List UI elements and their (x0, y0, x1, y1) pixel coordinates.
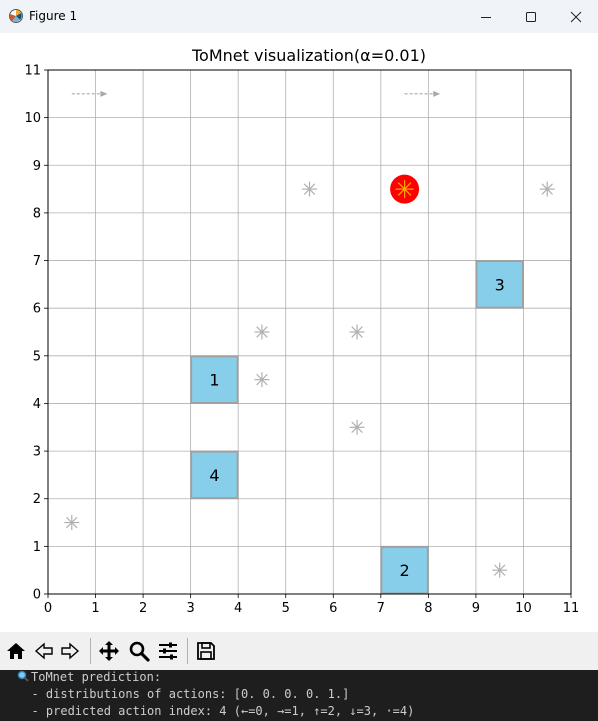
star-marker (302, 181, 317, 197)
box-label: 1 (209, 371, 219, 390)
window-titlebar: Figure 1 (0, 0, 598, 33)
star-stroke (397, 182, 412, 196)
y-tick-label: 7 (33, 254, 41, 269)
home-icon (7, 643, 25, 659)
save-button[interactable] (194, 640, 218, 662)
x-tick-label: 7 (377, 601, 385, 616)
box-rect (190, 450, 239, 500)
toolbar-separator (187, 638, 188, 664)
back-button[interactable] (32, 640, 56, 662)
maximize-icon (526, 11, 536, 22)
x-tick-label: 10 (515, 601, 532, 616)
window-title: Figure 1 (29, 9, 78, 23)
chart[interactable]: ToMnet visualization(α=0.01) 1 2 3 4 0 1 2 3 4 5… (0, 33, 598, 632)
star-marker (254, 324, 270, 340)
console-output: ToMnet prediction: - distributions of ac… (0, 670, 598, 721)
console-line-3: - predicted action index: 4 (←=0, →=1, ↑… (17, 704, 415, 718)
console-line-1-text: ToMnet prediction: (31, 670, 162, 684)
grid (47, 69, 572, 595)
box-label: 2 (399, 561, 409, 580)
magnifier-emoji-icon (17, 670, 29, 682)
box-1: 1 (190, 355, 239, 404)
dashed-arrow (71, 90, 108, 97)
y-tick-label: 9 (33, 159, 41, 174)
box-rect (190, 355, 239, 404)
star-marker (254, 372, 270, 388)
box-2: 2 (380, 545, 429, 595)
x-tick-label: 4 (234, 601, 242, 616)
y-tick-label: 6 (33, 302, 41, 317)
stars (64, 181, 555, 578)
figure-toolbar (0, 632, 598, 670)
box-label: 3 (495, 275, 505, 294)
star-stroke (493, 564, 506, 576)
x-tick-label: 1 (91, 601, 99, 616)
y-tick-label: 11 (24, 64, 41, 79)
star-stroke (303, 183, 316, 195)
x-tick-label: 0 (44, 601, 52, 616)
x-tick-label: 9 (472, 601, 480, 616)
y-tick-label: 0 (33, 588, 41, 603)
star-stroke (256, 373, 268, 386)
arrow-head (100, 90, 108, 97)
box-rect (475, 260, 524, 309)
close-button[interactable] (553, 0, 598, 33)
maximize-button[interactable] (508, 0, 554, 33)
y-tick-label: 3 (33, 445, 41, 460)
y-tick-label: 2 (33, 492, 41, 507)
y-tick-label: 5 (33, 349, 41, 364)
x-tick-label: 11 (563, 601, 580, 616)
arrow-head (433, 90, 441, 97)
star-marker (349, 419, 365, 435)
configure-subplots-button[interactable] (156, 640, 180, 662)
box-4: 4 (190, 450, 239, 500)
x-tick-label: 6 (329, 601, 337, 616)
back-icon (34, 642, 53, 660)
x-tick-label: 2 (139, 601, 147, 616)
zoom-button[interactable] (127, 640, 151, 662)
zoom-icon (129, 641, 150, 662)
toolbar-separator (90, 638, 91, 664)
dashed-arrow (404, 90, 441, 97)
pan-icon (99, 641, 119, 661)
pan-button[interactable] (97, 640, 121, 662)
star-marker (349, 324, 365, 340)
chart-title: ToMnet visualization(α=0.01) (191, 46, 426, 65)
forward-icon (61, 642, 80, 660)
ticks: 0 1 2 3 4 5 6 7 8 9 10 11 0 1 2 3 4 5 6 7 8 9 10 11 (24, 64, 579, 617)
star-stroke (351, 421, 363, 434)
forward-button[interactable] (58, 640, 82, 662)
star-stroke (256, 326, 268, 338)
console-line-1: ToMnet prediction: (17, 669, 161, 686)
save-icon (197, 642, 215, 660)
minimize-button[interactable] (463, 0, 509, 33)
figure-canvas[interactable]: ToMnet visualization(α=0.01) 1 2 3 4 0 1 2 3 4 5… (0, 33, 598, 632)
x-tick-label: 5 (282, 601, 290, 616)
star-stroke (66, 516, 78, 529)
axes-frame (47, 69, 572, 595)
console-line-2: - distributions of actions: [0. 0. 0. 0.… (17, 687, 350, 701)
agent-star (395, 180, 414, 199)
agent (390, 174, 420, 204)
y-tick-label: 4 (33, 397, 41, 412)
star-marker (539, 181, 555, 197)
star-marker (492, 562, 508, 578)
minimize-icon (481, 16, 491, 18)
y-tick-label: 8 (33, 206, 41, 221)
box-3: 3 (475, 260, 524, 309)
star-stroke (351, 326, 363, 338)
x-tick-label: 8 (424, 601, 432, 616)
box-label: 4 (209, 466, 219, 485)
x-tick-label: 3 (186, 601, 194, 616)
close-icon (570, 11, 582, 22)
configure-subplots-icon (159, 642, 177, 660)
matplotlib-app-icon (9, 9, 23, 23)
y-tick-label: 10 (24, 111, 41, 126)
y-tick-label: 1 (33, 540, 41, 555)
arrows (71, 90, 441, 97)
star-marker (64, 515, 80, 531)
star-stroke (541, 183, 553, 195)
home-button[interactable] (4, 640, 28, 662)
